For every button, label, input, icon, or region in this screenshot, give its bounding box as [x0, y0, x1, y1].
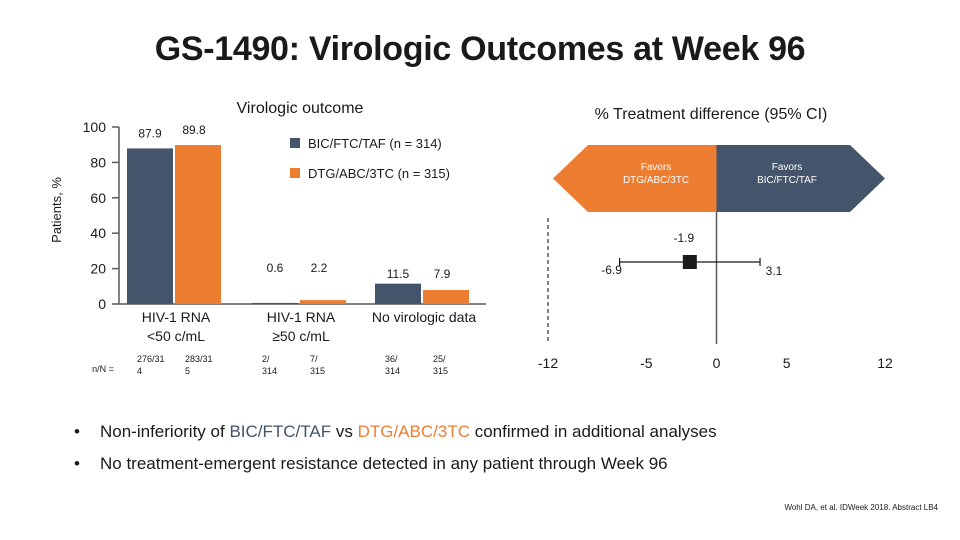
nN-label: 283/31 — [185, 354, 213, 364]
x-tick-label: 0 — [713, 355, 721, 371]
nN-label: 25/ — [433, 354, 446, 364]
bic-bar — [127, 148, 173, 304]
citation: Wohl DA, et al. IDWeek 2018. Abstract LB… — [784, 503, 938, 512]
dtg-bar — [300, 300, 346, 304]
nN-label: 315 — [310, 366, 325, 376]
legend-label-bic: BIC/FTC/TAF (n = 314) — [308, 136, 442, 151]
y-tick-label: 80 — [90, 154, 106, 170]
y-tick-label: 40 — [90, 225, 106, 241]
slide-title: GS-1490: Virologic Outcomes at Week 96 — [154, 30, 806, 68]
favors-dtg-arrow — [553, 145, 717, 212]
bic-highlight: BIC/FTC/TAF — [229, 422, 332, 441]
bar-value-label: 0.6 — [267, 261, 284, 275]
y-axis-label: Patients, % — [49, 177, 64, 243]
nN-row-label: n/N = — [92, 364, 114, 374]
legend-label-dtg: DTG/ABC/3TC (n = 315) — [308, 166, 450, 181]
bullet-text: No treatment-emergent resistance detecte… — [100, 454, 668, 473]
bar-value-label: 89.8 — [182, 123, 206, 137]
bullet-noninferiority: • Non-inferiority of BIC/FTC/TAF vs DTG/… — [74, 422, 717, 442]
favors-bic-arrow — [716, 145, 885, 212]
category-label: HIV-1 RNA — [267, 309, 336, 325]
y-tick-label: 20 — [90, 261, 106, 277]
favors-bic-label: BIC/FTC/TAF — [757, 175, 817, 186]
dtg-bar — [423, 290, 469, 304]
category-label: ≥50 c/mL — [272, 328, 330, 344]
favors-dtg-label: Favors — [641, 162, 672, 173]
bar-value-label: 87.9 — [138, 126, 162, 140]
ci-upper-label: 3.1 — [766, 264, 783, 278]
dtg-highlight: DTG/ABC/3TC — [357, 422, 470, 441]
y-tick-label: 60 — [90, 190, 106, 206]
legend-swatch-bic — [290, 138, 300, 148]
nN-label: 276/31 — [137, 354, 165, 364]
x-tick-label: 12 — [877, 355, 893, 371]
nN-label: 36/ — [385, 354, 398, 364]
nN-label: 4 — [137, 366, 142, 376]
category-label: HIV-1 RNA — [142, 309, 211, 325]
bullet-dot: • — [74, 454, 80, 473]
dtg-bar — [175, 145, 221, 304]
legend-swatch-dtg — [290, 168, 300, 178]
point-estimate-marker — [682, 255, 697, 269]
bullet-text: vs — [331, 422, 358, 441]
bar-value-label: 2.2 — [311, 261, 328, 275]
nN-label: 5 — [185, 366, 190, 376]
bar-value-label: 7.9 — [434, 267, 451, 281]
y-tick-label: 100 — [83, 119, 107, 135]
bar-chart-title: Virologic outcome — [237, 100, 364, 117]
favors-bic-label: Favors — [772, 162, 803, 173]
nN-label: 7/ — [310, 354, 318, 364]
x-tick-label: 5 — [783, 355, 791, 371]
nN-label: 314 — [385, 366, 400, 376]
bar-value-label: 11.5 — [387, 267, 410, 281]
favors-dtg-label: DTG/ABC/3TC — [623, 175, 689, 186]
estimate-label: -1.9 — [673, 231, 694, 245]
category-label: <50 c/mL — [147, 328, 205, 344]
nN-label: 314 — [262, 366, 277, 376]
nN-label: 315 — [433, 366, 448, 376]
bullet-text: confirmed in additional analyses — [469, 422, 717, 441]
bullet-dot: • — [74, 422, 80, 441]
bullet-resistance: • No treatment-emergent resistance detec… — [74, 454, 668, 474]
category-label: No virologic data — [372, 309, 476, 325]
x-tick-label: -5 — [640, 355, 653, 371]
x-tick-label: -12 — [538, 355, 558, 371]
ci-lower-label: -6.9 — [601, 263, 622, 277]
nN-label: 2/ — [262, 354, 270, 364]
forest-title: % Treatment difference (95% CI) — [595, 106, 828, 123]
bullet-text: Non-inferiority of — [100, 422, 230, 441]
bic-bar — [252, 302, 298, 304]
bic-bar — [375, 283, 421, 304]
y-tick-label: 0 — [98, 296, 106, 312]
